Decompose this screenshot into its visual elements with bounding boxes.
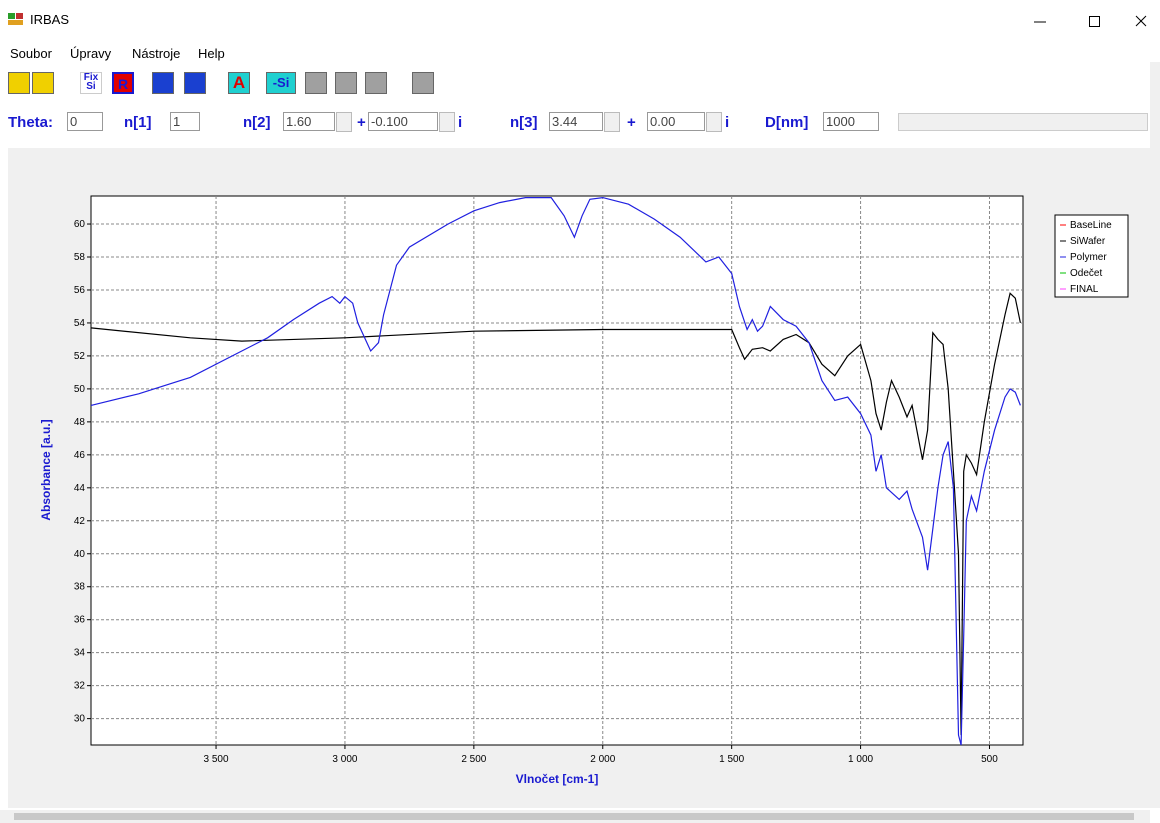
label: Fix	[83, 72, 99, 83]
label: Si	[86, 81, 96, 92]
x-tick-label: 3 500	[204, 754, 229, 765]
plot-area	[90, 195, 1024, 746]
horizontal-scrollbar[interactable]	[0, 810, 1150, 823]
spinner[interactable]	[706, 112, 722, 132]
param-input[interactable]: 3.44	[549, 112, 603, 131]
y-tick-label: 42	[74, 516, 86, 527]
x-axis-label: Vlnočet [cm-1]	[516, 772, 599, 786]
vertical-scrollbar[interactable]	[1150, 62, 1160, 808]
y-tick-label: 44	[74, 483, 86, 494]
window-title: IRBAS	[30, 12, 70, 27]
legend-label: BaseLine	[1070, 220, 1112, 231]
spinner[interactable]	[439, 112, 455, 132]
param-label: Theta:	[8, 114, 53, 131]
x-tick-label: 1 500	[719, 754, 744, 765]
menu-item[interactable]: Nástroje	[132, 46, 181, 61]
y-tick-label: 50	[74, 384, 86, 395]
param-label: D[nm]	[765, 114, 809, 131]
param-label: n[3]	[510, 114, 538, 131]
y-tick-label: 40	[74, 549, 86, 560]
y-tick-label: 58	[74, 252, 86, 263]
param-label: n[2]	[243, 114, 271, 131]
gray-button[interactable]	[305, 72, 327, 94]
open-button[interactable]	[8, 72, 30, 94]
x-tick-label: 1 000	[848, 754, 873, 765]
fix-si-button[interactable]: Fix Si	[80, 72, 102, 94]
y-tick-label: 54	[74, 318, 86, 329]
legend	[1054, 214, 1129, 298]
gray-button[interactable]	[335, 72, 357, 94]
window-controls[interactable]	[1020, 8, 1160, 34]
imag-unit: i	[458, 114, 463, 131]
y-tick-label: 30	[74, 714, 86, 725]
legend-label: FINAL	[1070, 284, 1099, 295]
y-tick-label: 32	[74, 681, 86, 692]
menu-item[interactable]: Úpravy	[70, 46, 112, 61]
y-tick-label: 38	[74, 582, 86, 593]
plus: +	[627, 114, 636, 131]
legend-label: SiWafer	[1070, 236, 1106, 247]
legend-label: Odečet	[1070, 268, 1102, 279]
param-input[interactable]: 1.60	[283, 112, 335, 131]
menu-item[interactable]: Help	[198, 46, 225, 61]
y-tick-label: 48	[74, 417, 86, 428]
y-tick-label: 60	[74, 219, 86, 230]
x-tick-label: 2 500	[461, 754, 486, 765]
y-tick-label: 56	[74, 285, 86, 296]
scroll-thumb[interactable]	[14, 813, 1134, 820]
open-button[interactable]	[32, 72, 54, 94]
x-tick-label: 3 000	[332, 754, 357, 765]
y-tick-label: 52	[74, 351, 86, 362]
arrow-button[interactable]	[184, 72, 206, 94]
param-input[interactable]: 1000	[823, 112, 879, 131]
param-input[interactable]: -0.100	[368, 112, 438, 131]
spinner[interactable]	[336, 112, 352, 132]
param-input[interactable]: 0.00	[647, 112, 705, 131]
y-tick-label: 34	[74, 648, 86, 659]
menu-item[interactable]: Soubor	[10, 46, 52, 61]
minus-si-button[interactable]: -Si	[266, 72, 296, 94]
gray-button[interactable]	[365, 72, 387, 94]
imag-unit: i	[725, 114, 730, 131]
y-tick-label: 36	[74, 615, 86, 626]
series-line	[90, 196, 1021, 746]
x-tick-label: 500	[981, 754, 998, 765]
y-axis-label: Absorbance [a.u.]	[39, 419, 53, 520]
plus: +	[357, 114, 366, 131]
series-line	[90, 292, 1021, 736]
gray-button[interactable]	[412, 72, 434, 94]
legend-label: Polymer	[1070, 252, 1107, 263]
app-icon	[8, 13, 23, 25]
param-label: n[1]	[124, 114, 152, 131]
param-input[interactable]: 0	[67, 112, 103, 131]
x-tick-label: 2 000	[590, 754, 615, 765]
arrow-button[interactable]	[152, 72, 174, 94]
y-tick-label: 46	[74, 450, 86, 461]
spinner[interactable]	[604, 112, 620, 132]
chart: Vlnočet [cm-1] Absorbance [a.u.] 30 32 34 3…	[8, 148, 1150, 808]
a-button[interactable]: A	[228, 72, 250, 94]
thickness-slider[interactable]	[898, 113, 1148, 131]
param-input[interactable]: 1	[170, 112, 200, 131]
r-button[interactable]: R	[112, 72, 134, 94]
